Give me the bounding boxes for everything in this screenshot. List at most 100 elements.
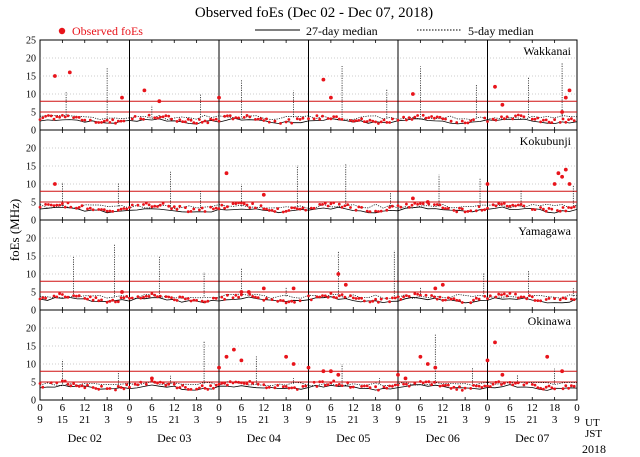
observed-point <box>463 121 467 125</box>
observed-point <box>195 387 199 391</box>
observed-point <box>402 382 405 386</box>
observed-point <box>66 201 70 205</box>
observed-point <box>75 294 78 298</box>
observed-point <box>413 382 417 385</box>
observed-point <box>553 118 556 121</box>
panel-kokubunji: 0 5 10 15 20 Kokubunji <box>26 129 578 227</box>
observed-point <box>133 382 137 386</box>
observed-point <box>494 295 498 299</box>
observed-point <box>66 295 70 299</box>
observed-point <box>502 292 506 296</box>
observed-point <box>234 380 238 384</box>
observed-point <box>539 386 542 390</box>
observed-point <box>560 369 564 374</box>
observed-point <box>220 295 224 299</box>
observed-point <box>354 297 358 300</box>
observed-point <box>72 116 75 119</box>
observed-point <box>161 202 165 205</box>
jst-tick-label: 3 <box>104 414 110 426</box>
observed-point <box>192 121 196 125</box>
observed-point <box>212 296 215 300</box>
observed-point <box>69 205 73 209</box>
observed-point <box>385 121 389 124</box>
observed-point <box>58 203 61 207</box>
observed-point <box>97 299 101 303</box>
observed-point <box>276 299 280 303</box>
observed-point <box>130 296 134 300</box>
observed-point <box>424 116 428 120</box>
observed-point <box>295 207 299 211</box>
observed-point <box>424 380 428 384</box>
observed-point <box>391 296 394 300</box>
observed-point <box>164 114 168 118</box>
observed-point <box>516 296 520 300</box>
observed-point <box>572 298 576 301</box>
y-tick-label: 5 <box>31 198 36 209</box>
observed-point <box>351 385 355 389</box>
observed-point <box>41 385 45 389</box>
y-tick-label: 5 <box>31 288 36 299</box>
observed-point <box>206 388 210 391</box>
observed-point <box>354 208 358 212</box>
observed-point <box>411 92 415 96</box>
observed-point <box>189 210 193 213</box>
observed-point <box>500 202 503 206</box>
observed-point <box>186 388 190 391</box>
observed-point <box>421 202 425 206</box>
observed-point <box>195 299 199 302</box>
observed-point <box>175 386 179 390</box>
observed-point <box>49 114 53 118</box>
observed-point <box>469 209 473 213</box>
observed-point <box>80 204 84 208</box>
observed-point <box>242 382 246 385</box>
observed-point <box>291 286 296 291</box>
observed-point <box>360 206 363 209</box>
observed-point <box>248 206 252 210</box>
observed-point <box>281 385 285 389</box>
observed-point <box>189 118 193 122</box>
observed-point <box>545 354 550 359</box>
observed-point <box>505 294 509 298</box>
observed-point <box>164 383 168 387</box>
observed-point <box>516 381 520 385</box>
observed-point <box>248 380 252 383</box>
legend: Observed foEs 27-day median 5-day median <box>58 24 534 38</box>
observed-point <box>47 203 50 206</box>
observed-point <box>497 292 501 296</box>
ut-tick-label: 6 <box>239 402 245 414</box>
observed-point <box>556 171 561 176</box>
jst-tick-label: 3 <box>283 414 289 426</box>
observed-point <box>491 382 495 386</box>
observed-point <box>491 117 495 121</box>
observed-point <box>147 203 151 207</box>
observed-point <box>458 299 461 302</box>
observed-point <box>301 116 305 120</box>
observed-point <box>105 387 109 390</box>
observed-point <box>564 120 568 124</box>
observed-point <box>231 296 235 300</box>
jst-tick-label: 15 <box>504 414 516 426</box>
ut-tick-label: 0 <box>216 402 222 414</box>
observed-point <box>91 386 95 389</box>
observed-point <box>483 384 487 388</box>
observed-point <box>418 354 423 359</box>
observed-point <box>198 386 201 390</box>
observed-point <box>256 382 260 386</box>
observed-point <box>184 297 187 301</box>
observed-point <box>522 115 526 119</box>
observed-point <box>119 207 123 211</box>
observed-point <box>172 205 176 209</box>
observed-point <box>335 384 338 387</box>
observed-point <box>354 119 358 122</box>
observed-point <box>111 118 115 122</box>
observed-point <box>44 114 47 118</box>
observed-point <box>567 206 570 209</box>
jst-tick-label: 9 <box>37 414 43 426</box>
observed-point <box>94 296 98 299</box>
jst-axis-label: JST <box>585 428 602 440</box>
observed-point <box>63 205 67 209</box>
observed-point <box>259 204 263 208</box>
observed-point <box>240 381 243 385</box>
observed-point <box>53 182 57 186</box>
observed-point <box>119 119 123 123</box>
